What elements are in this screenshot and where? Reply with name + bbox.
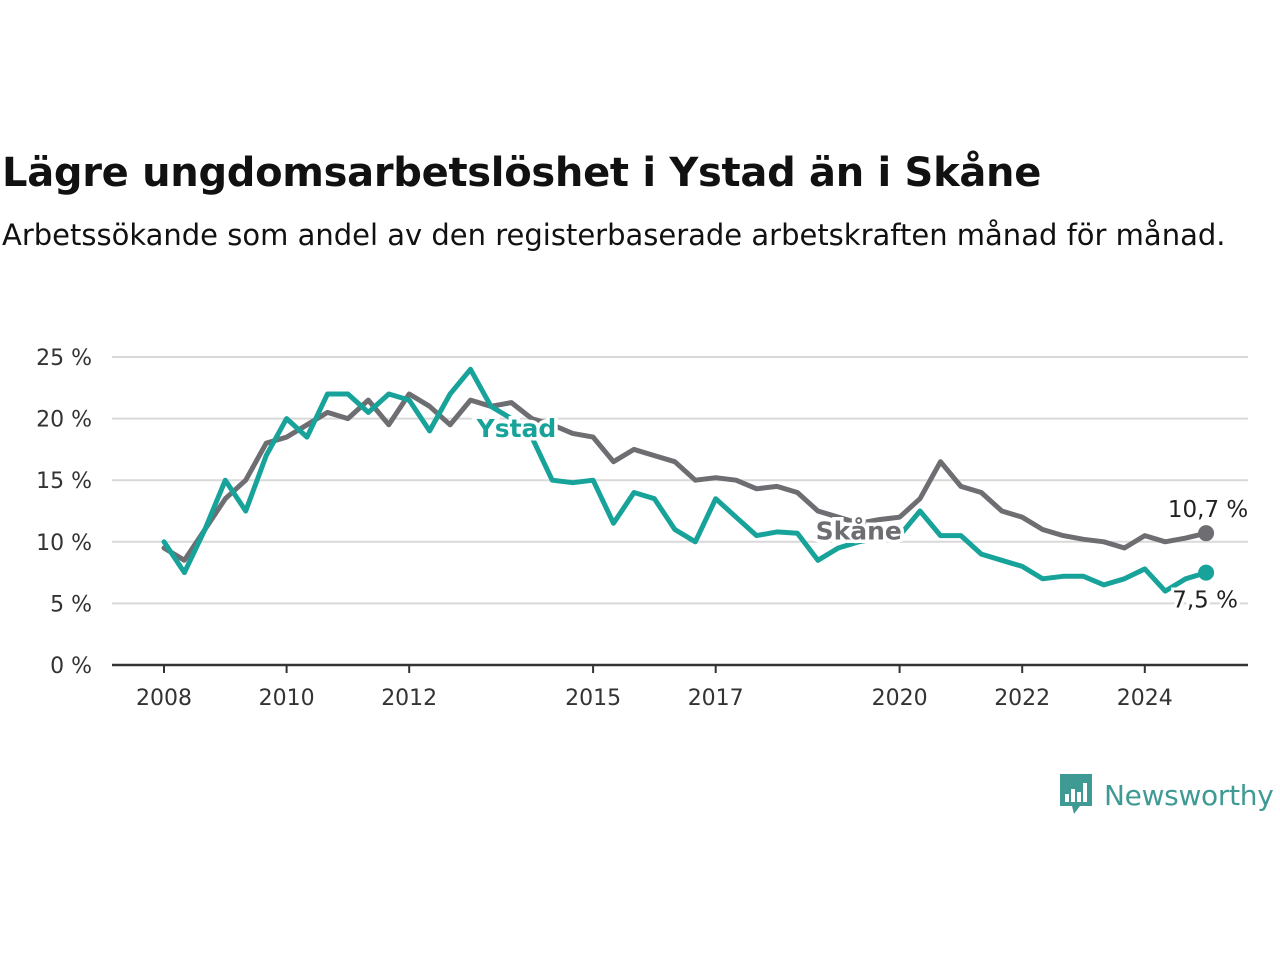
end-point-skåne	[1198, 525, 1215, 542]
y-tick-label: 15 %	[36, 469, 92, 494]
x-tick-label: 2022	[994, 686, 1050, 711]
y-tick-label: 25 %	[36, 346, 92, 371]
y-tick-label: 20 %	[36, 408, 92, 433]
newsworthy-logo: Newsworthy	[1058, 772, 1274, 818]
series-lines	[161, 366, 1215, 594]
gridlines	[112, 356, 1248, 605]
series-labels: 10,7 % 7,5 % Ystad Skåne	[472, 411, 1248, 617]
y-tick-label: 0 %	[50, 654, 92, 679]
end-label-skane: 10,7 %	[1168, 497, 1248, 523]
x-tick-label: 2017	[688, 686, 744, 711]
x-tick-label: 2008	[136, 686, 192, 711]
x-tick-label: 2010	[259, 686, 315, 711]
chart-title: Lägre ungdomsarbetslöshet i Ystad än i S…	[2, 150, 1042, 196]
x-tick-label: 2012	[381, 686, 437, 711]
end-point-ystad	[1198, 564, 1215, 581]
series-line-ystad	[161, 366, 1209, 594]
x-axis-ticks: 2008 2010 2012 2015 2017 2020 2022 2024	[136, 665, 1173, 711]
end-label-ystad: 7,5 %	[1172, 588, 1238, 614]
newsworthy-logo-icon	[1060, 774, 1092, 814]
chart-subtitle: Arbetssökande som andel av den registerb…	[2, 218, 1226, 252]
series-label-skane: Skåne	[816, 516, 902, 545]
x-tick-label: 2024	[1117, 686, 1173, 711]
x-tick-label: 2015	[565, 686, 621, 711]
x-tick-label: 2020	[872, 686, 928, 711]
series-line-skåne	[161, 391, 1209, 563]
y-tick-label: 5 %	[50, 592, 92, 617]
series-label-ystad: Ystad	[476, 414, 557, 443]
y-tick-label: 10 %	[36, 531, 92, 556]
newsworthy-logo-text: Newsworthy	[1104, 778, 1274, 812]
y-axis-ticks: 0 % 5 % 10 % 15 % 20 % 25 %	[36, 346, 92, 679]
